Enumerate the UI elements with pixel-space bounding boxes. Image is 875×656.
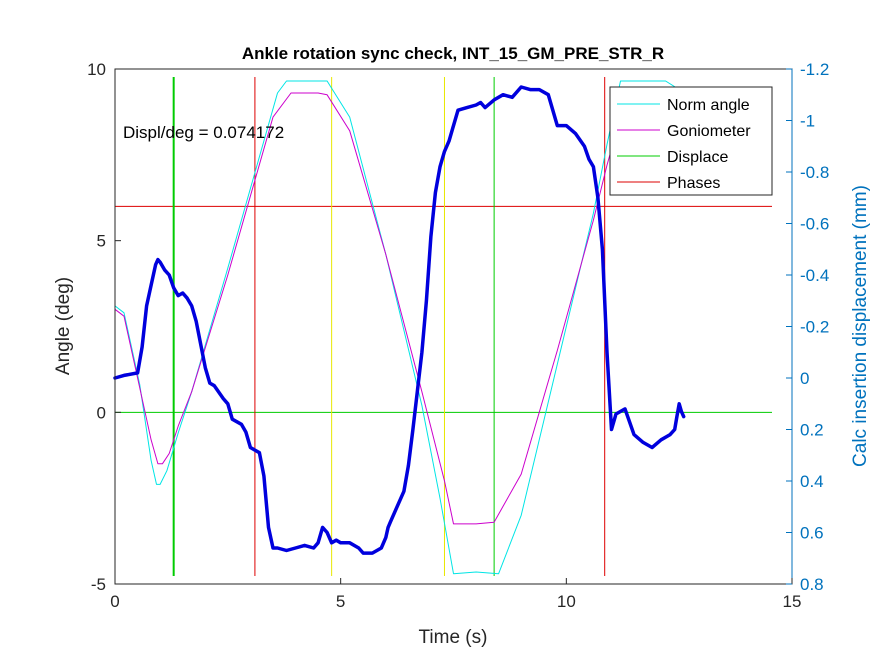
legend-label-displace: Displace	[667, 149, 728, 166]
x-tick-label: 15	[783, 592, 802, 611]
series-line-displace	[113, 85, 686, 555]
right-axis-label: Calc insertion displacement (mm)	[850, 185, 871, 467]
x-tick-label: 10	[557, 592, 576, 611]
right-tick-label: 0.4	[800, 472, 824, 491]
right-tick-label: 0.8	[800, 575, 824, 594]
left-axis-label: Angle (deg)	[53, 277, 74, 375]
x-axis-ticks: 0 5 10 15	[110, 578, 801, 611]
reference-lines	[115, 77, 772, 576]
legend-label-goniometer: Goniometer	[667, 123, 751, 140]
legend-box	[609, 86, 773, 196]
right-tick-label: 0.2	[800, 421, 824, 440]
legend: Norm angle Goniometer Displace Phases	[609, 86, 773, 196]
left-tick-label: 0	[97, 403, 106, 422]
right-tick-label: 0	[800, 369, 809, 388]
right-tick-label: -0.6	[800, 215, 829, 234]
x-tick-label: 0	[110, 592, 119, 611]
series-layer	[113, 80, 686, 575]
left-tick-label: 5	[97, 232, 106, 251]
displ-per-deg-annotation: Displ/deg = 0.074172	[123, 123, 284, 142]
right-tick-label: 0.6	[800, 524, 824, 543]
left-tick-label: -5	[91, 575, 106, 594]
x-axis-label: Time (s)	[419, 627, 488, 648]
chart-title: Ankle rotation sync check, INT_15_GM_PRE…	[242, 44, 664, 63]
right-tick-label: -0.2	[800, 318, 829, 337]
right-axis-ticks: 0.8 0.6 0.4 0.2 0 -0.2 -0.4 -0.6 -0.8 -1 -1.2	[786, 60, 829, 594]
right-tick-label: -0.4	[800, 266, 829, 285]
right-tick-label: -1	[800, 112, 815, 131]
right-tick-label: -1.2	[800, 60, 829, 79]
left-axis-ticks: -5 0 5 10	[87, 60, 121, 594]
x-tick-label: 5	[336, 592, 345, 611]
right-tick-label: -0.8	[800, 163, 829, 182]
legend-label-norm-angle: Norm angle	[667, 97, 750, 114]
legend-label-phases: Phases	[667, 175, 720, 192]
left-tick-label: 10	[87, 60, 106, 79]
